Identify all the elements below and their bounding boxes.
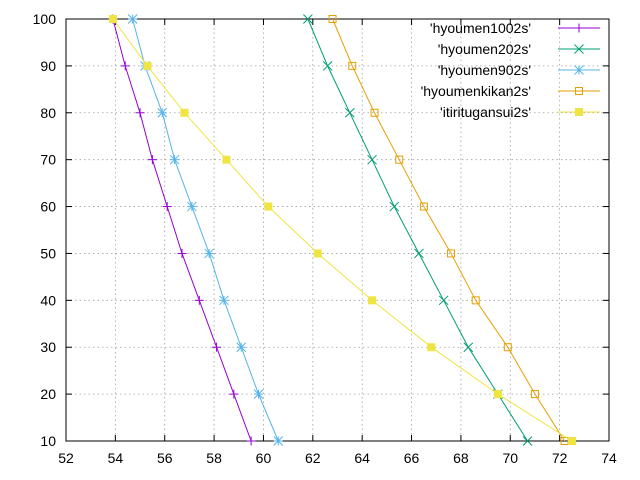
data-point <box>503 343 512 352</box>
series-line <box>332 18 566 442</box>
series-group <box>108 14 576 446</box>
data-point <box>348 61 357 70</box>
data-point <box>471 296 480 305</box>
legend-label: 'hyoumen1002s' <box>430 20 531 36</box>
x-tick-label: 72 <box>552 450 568 466</box>
series-line <box>112 18 252 442</box>
y-tick-label: 30 <box>40 339 56 355</box>
data-point <box>575 108 583 116</box>
series <box>328 15 569 445</box>
data-point <box>447 249 456 258</box>
data-point <box>328 15 337 23</box>
data-point <box>177 248 187 258</box>
data-point <box>389 201 400 212</box>
data-point <box>253 389 264 399</box>
y-tick-label: 70 <box>40 152 56 168</box>
data-point <box>575 87 583 95</box>
data-point <box>567 437 576 445</box>
x-tick-label: 64 <box>354 450 370 466</box>
data-point <box>367 154 377 165</box>
data-point <box>438 295 449 306</box>
data-point <box>169 154 180 165</box>
legend-label: 'hyoumen202s' <box>438 41 531 57</box>
data-point <box>264 202 273 211</box>
data-point <box>222 155 231 164</box>
legend-label: 'itiritugansui2s' <box>440 104 531 120</box>
data-point <box>187 201 197 212</box>
series <box>108 15 576 445</box>
data-point <box>493 390 502 399</box>
data-point <box>368 296 377 305</box>
data-point <box>236 342 247 353</box>
data-point <box>574 65 584 75</box>
y-tick-label: 10 <box>40 433 56 449</box>
axes: 52 54 56 58 60 62 64 66 68 70 72 74 10 20 30 40 50 60 70 80… <box>33 11 617 466</box>
y-tick-label: 50 <box>40 245 56 261</box>
data-point <box>395 155 404 164</box>
y-tick-label: 100 <box>33 11 57 27</box>
data-point <box>414 248 424 259</box>
data-point <box>180 108 189 117</box>
data-point <box>157 107 168 118</box>
series-line <box>112 18 573 442</box>
data-point <box>246 436 256 446</box>
data-point <box>522 436 533 446</box>
data-point <box>313 249 322 258</box>
series-line <box>307 18 529 442</box>
y-tick-label: 90 <box>40 58 56 74</box>
x-tick-label: 56 <box>157 450 173 466</box>
data-point <box>127 14 138 24</box>
data-point <box>303 14 313 24</box>
data-point <box>574 44 584 54</box>
data-point <box>370 108 379 117</box>
data-point <box>463 342 474 353</box>
data-point <box>162 202 172 212</box>
data-point <box>574 23 584 33</box>
data-point <box>135 108 145 118</box>
x-tick-label: 54 <box>108 450 124 466</box>
data-point <box>143 61 152 70</box>
y-tick-label: 80 <box>40 105 56 121</box>
y-tick-label: 60 <box>40 199 56 215</box>
data-point <box>147 155 157 165</box>
series-line <box>132 18 279 442</box>
data-point <box>219 295 229 306</box>
x-tick-label: 58 <box>206 450 222 466</box>
y-tick-label: 20 <box>40 386 56 402</box>
plot-border <box>65 18 610 442</box>
x-tick-label: 66 <box>404 450 420 466</box>
legend-label: 'hyoumenkikan2s' <box>421 83 531 99</box>
legend: 'hyoumen1002s' 'hyoumen202s' 'hyoumen902s'… <box>421 20 600 120</box>
series <box>108 14 256 446</box>
data-point <box>194 295 204 305</box>
data-point <box>204 248 215 259</box>
x-tick-label: 68 <box>453 450 469 466</box>
y-tick-label: 40 <box>40 292 56 308</box>
data-point <box>273 436 284 446</box>
data-point <box>120 61 130 71</box>
legend-label: 'hyoumen902s' <box>438 62 531 78</box>
x-tick-label: 52 <box>58 450 74 466</box>
grid <box>66 19 609 441</box>
x-tick-label: 74 <box>601 450 617 466</box>
data-point <box>419 202 428 211</box>
series <box>127 14 284 446</box>
data-point <box>229 389 239 399</box>
x-tick-label: 70 <box>502 450 518 466</box>
x-tick-label: 62 <box>305 450 321 466</box>
data-point <box>344 107 355 118</box>
data-point <box>322 61 333 71</box>
data-point <box>427 343 436 352</box>
data-point <box>530 390 539 399</box>
series <box>303 14 533 446</box>
data-point <box>212 342 222 352</box>
data-point <box>108 15 117 23</box>
x-tick-label: 60 <box>256 450 272 466</box>
